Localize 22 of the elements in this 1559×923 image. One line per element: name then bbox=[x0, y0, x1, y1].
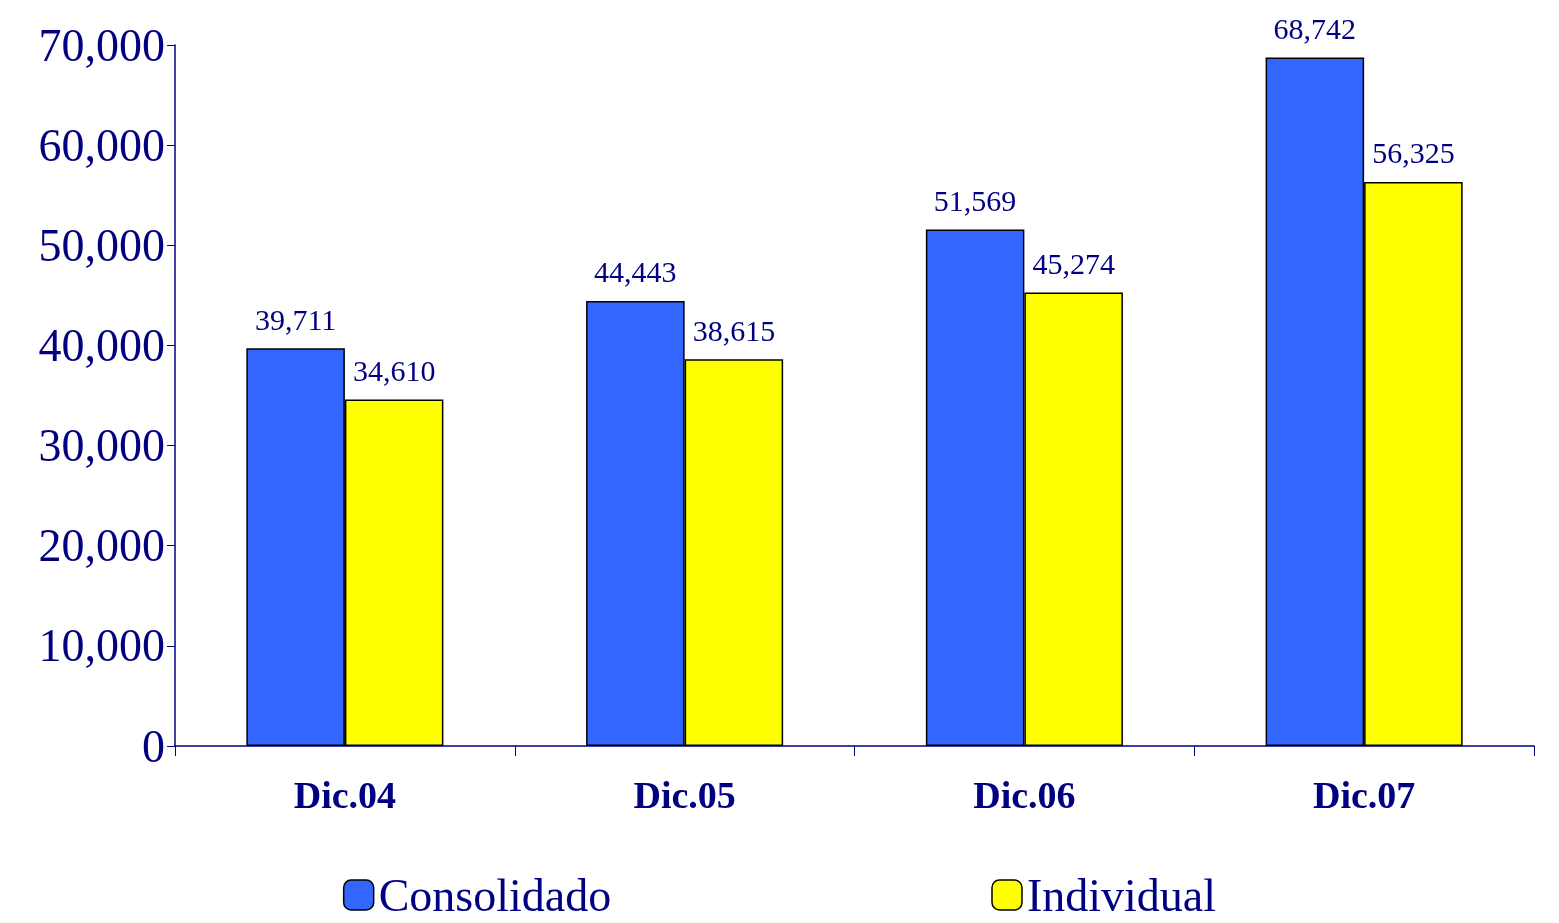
y-tick-label: 20,000 bbox=[38, 520, 165, 572]
y-tick-label: 30,000 bbox=[38, 420, 165, 472]
data-label: 44,443 bbox=[594, 255, 677, 289]
data-label: 38,615 bbox=[692, 313, 776, 347]
legend-label: Consolidado bbox=[378, 869, 612, 921]
data-label: 56,325 bbox=[1372, 136, 1455, 170]
x-tick-label: Dic.06 bbox=[973, 774, 1076, 816]
y-tick-label: 60,000 bbox=[38, 119, 165, 171]
data-label: 51,569 bbox=[933, 184, 1017, 218]
y-tick-label: 0 bbox=[142, 720, 165, 772]
data-label: 34,610 bbox=[352, 353, 436, 387]
y-tick-label: 40,000 bbox=[38, 319, 165, 371]
data-label: 68,742 bbox=[1273, 12, 1357, 46]
x-tick-label: Dic.04 bbox=[293, 774, 397, 816]
legend-label: Individual bbox=[1026, 869, 1217, 921]
data-label: 45,274 bbox=[1032, 247, 1115, 281]
x-tick-label: Dic.07 bbox=[1312, 774, 1416, 816]
x-tick-label: Dic.05 bbox=[633, 774, 736, 816]
y-tick-label: 50,000 bbox=[38, 219, 165, 271]
data-label: 39,711 bbox=[254, 302, 337, 336]
y-tick-label: 10,000 bbox=[38, 620, 165, 672]
y-tick-label: 70,000 bbox=[38, 19, 165, 71]
